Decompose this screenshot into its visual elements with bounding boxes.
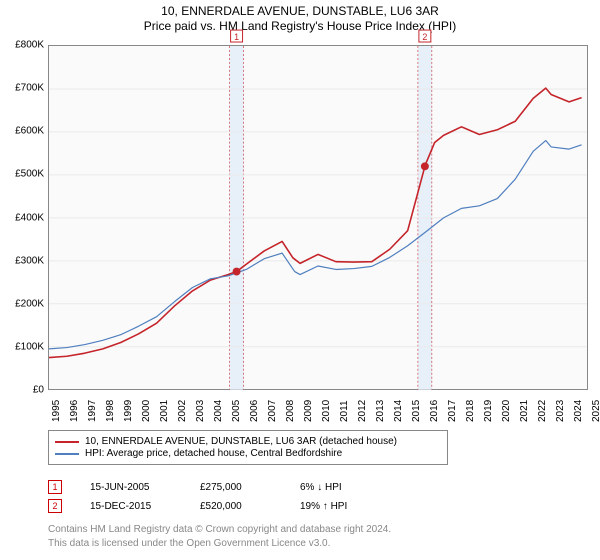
legend-label: 10, ENNERDALE AVENUE, DUNSTABLE, LU6 3AR…	[85, 436, 397, 447]
x-tick-label: 2011	[339, 400, 350, 422]
x-tick-label: 2004	[213, 400, 224, 422]
y-tick-label: £300K	[4, 255, 44, 266]
event-row: 1 15-JUN-2005 £275,000 6% ↓ HPI	[48, 480, 588, 494]
chart-svg: 12	[49, 46, 587, 390]
y-tick-label: £100K	[4, 341, 44, 352]
y-tick-label: £600K	[4, 126, 44, 137]
y-tick-label: £700K	[4, 83, 44, 94]
x-tick-label: 2002	[177, 400, 188, 422]
x-tick-label: 2007	[267, 400, 278, 422]
chart-plot-area: 12	[48, 45, 588, 390]
x-tick-label: 2025	[591, 400, 600, 422]
x-tick-label: 2019	[483, 400, 494, 422]
x-tick-label: 2023	[555, 400, 566, 422]
x-tick-label: 2001	[159, 400, 170, 422]
chart-container: 10, ENNERDALE AVENUE, DUNSTABLE, LU6 3AR…	[0, 0, 600, 560]
x-tick-label: 1998	[105, 400, 116, 422]
legend-item: 10, ENNERDALE AVENUE, DUNSTABLE, LU6 3AR…	[55, 436, 441, 447]
event-marker-box: 2	[48, 499, 62, 513]
x-tick-label: 2010	[321, 400, 332, 422]
event-price: £275,000	[200, 482, 300, 493]
footer: Contains HM Land Registry data © Crown c…	[48, 523, 588, 550]
svg-text:1: 1	[234, 32, 239, 42]
legend-swatch	[55, 453, 79, 455]
x-tick-label: 2015	[411, 400, 422, 422]
x-tick-label: 1997	[87, 400, 98, 422]
y-tick-label: £200K	[4, 298, 44, 309]
x-tick-label: 2016	[429, 400, 440, 422]
footer-line: This data is licensed under the Open Gov…	[48, 537, 588, 551]
y-tick-label: £400K	[4, 212, 44, 223]
x-tick-label: 2021	[519, 400, 530, 422]
x-tick-label: 1995	[51, 400, 62, 422]
legend: 10, ENNERDALE AVENUE, DUNSTABLE, LU6 3AR…	[48, 430, 448, 465]
events-table: 1 15-JUN-2005 £275,000 6% ↓ HPI 2 15-DEC…	[48, 475, 588, 518]
page-title: 10, ENNERDALE AVENUE, DUNSTABLE, LU6 3AR	[0, 4, 600, 18]
x-tick-label: 2009	[303, 400, 314, 422]
x-tick-label: 2005	[231, 400, 242, 422]
y-tick-label: £0	[4, 385, 44, 396]
x-tick-label: 1999	[123, 400, 134, 422]
x-tick-label: 2024	[573, 400, 584, 422]
x-tick-label: 2006	[249, 400, 260, 422]
legend-item: HPI: Average price, detached house, Cent…	[55, 448, 441, 459]
page-subtitle: Price paid vs. HM Land Registry's House …	[0, 19, 600, 33]
x-tick-label: 2018	[465, 400, 476, 422]
event-delta: 19% ↑ HPI	[300, 501, 400, 512]
event-row: 2 15-DEC-2015 £520,000 19% ↑ HPI	[48, 499, 588, 513]
x-tick-label: 1996	[69, 400, 80, 422]
event-delta: 6% ↓ HPI	[300, 482, 400, 493]
x-tick-label: 2012	[357, 400, 368, 422]
event-marker-box: 1	[48, 480, 62, 494]
x-tick-label: 2022	[537, 400, 548, 422]
footer-line: Contains HM Land Registry data © Crown c…	[48, 523, 588, 537]
event-date: 15-DEC-2015	[90, 501, 200, 512]
y-tick-label: £800K	[4, 40, 44, 51]
x-tick-label: 2020	[501, 400, 512, 422]
legend-swatch	[55, 441, 79, 443]
x-tick-label: 2003	[195, 400, 206, 422]
svg-text:2: 2	[422, 32, 427, 42]
x-tick-label: 2013	[375, 400, 386, 422]
event-price: £520,000	[200, 501, 300, 512]
x-tick-label: 2017	[447, 400, 458, 422]
x-tick-label: 2008	[285, 400, 296, 422]
y-tick-label: £500K	[4, 169, 44, 180]
legend-label: HPI: Average price, detached house, Cent…	[85, 448, 342, 459]
event-date: 15-JUN-2005	[90, 482, 200, 493]
x-tick-label: 2014	[393, 400, 404, 422]
title-block: 10, ENNERDALE AVENUE, DUNSTABLE, LU6 3AR…	[0, 0, 600, 33]
x-tick-label: 2000	[141, 400, 152, 422]
